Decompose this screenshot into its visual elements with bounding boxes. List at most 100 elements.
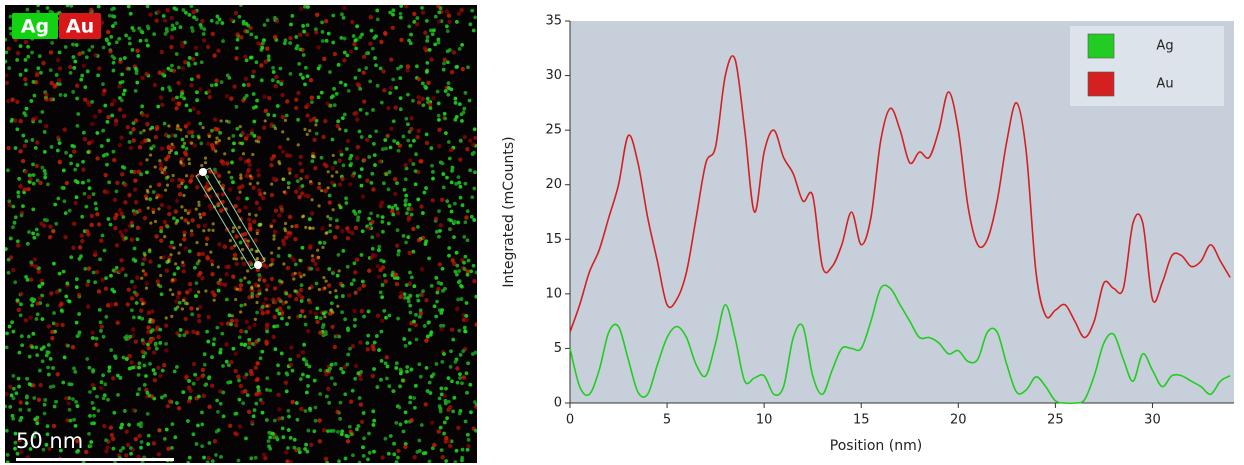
map-dot [165, 183, 170, 187]
map-dot [243, 54, 248, 59]
map-dot [166, 205, 172, 210]
map-dot [360, 32, 364, 37]
map-dot [321, 134, 326, 140]
map-dot [316, 248, 320, 252]
map-dot [184, 330, 189, 335]
map-dot [169, 15, 174, 21]
map-dot [92, 406, 96, 411]
map-dot [223, 152, 227, 156]
map-dot [414, 22, 420, 27]
map-dot [54, 73, 59, 77]
map-dot [186, 385, 192, 390]
map-dot [145, 24, 150, 29]
map-dot [326, 170, 330, 174]
map-dot [353, 38, 358, 43]
map-dot [388, 145, 393, 150]
map-dot [456, 425, 461, 431]
map-dot [314, 131, 319, 136]
map-dot [334, 289, 338, 293]
map-dot [232, 252, 238, 258]
map-dot [387, 170, 392, 174]
map-dot [395, 141, 400, 146]
y-tick-label: 15 [545, 232, 562, 247]
map-dot [326, 386, 331, 392]
map-dot [406, 215, 412, 220]
map-dot [304, 32, 310, 37]
map-dot [67, 299, 72, 304]
map-dot [164, 268, 170, 273]
map-dot [257, 284, 261, 288]
map-dot [442, 431, 446, 436]
map-dot [280, 280, 284, 284]
map-dot [397, 405, 402, 410]
map-dot [422, 190, 427, 195]
map-dot [357, 396, 362, 400]
map-dot [306, 5, 310, 9]
map-dot [120, 165, 125, 169]
map-dot [323, 332, 328, 337]
map-dot [273, 208, 279, 213]
map-dot [215, 398, 219, 403]
map-dot [170, 314, 174, 318]
map-dot [149, 221, 153, 225]
map-dot [125, 442, 131, 448]
map-dot [38, 180, 43, 186]
map-dot [255, 231, 259, 236]
map-dot [284, 291, 289, 296]
map-dot [139, 140, 145, 145]
map-dot [127, 423, 131, 427]
map-dot [256, 388, 261, 393]
map-dot [24, 68, 28, 73]
map-dot [186, 399, 192, 404]
map-dot [128, 11, 133, 16]
map-dot [110, 113, 115, 118]
map-dot [192, 15, 196, 20]
map-dot [63, 235, 68, 240]
map-dot [101, 153, 106, 158]
map-dot [220, 183, 226, 188]
y-tick-label: 20 [545, 177, 562, 192]
map-dot [8, 14, 13, 19]
map-dot [160, 86, 165, 91]
map-dot [85, 282, 90, 288]
map-dot [271, 334, 276, 340]
map-dot [172, 272, 177, 277]
map-dot [385, 133, 391, 138]
map-dot [98, 320, 103, 325]
map-dot [454, 20, 459, 24]
map-dot [396, 148, 401, 153]
map-dot [209, 259, 214, 264]
map-dot [227, 187, 233, 192]
map-dot [231, 274, 236, 279]
map-dot [122, 409, 127, 413]
map-dot [248, 182, 252, 186]
map-dot [35, 421, 40, 426]
map-dot [445, 199, 450, 204]
map-dot [286, 185, 291, 190]
map-dot [233, 244, 237, 248]
map-dot [436, 19, 442, 24]
map-dot [429, 57, 434, 62]
map-dot [146, 310, 152, 316]
map-dot [75, 96, 79, 101]
map-dot [231, 346, 236, 351]
map-dot [438, 409, 443, 414]
map-dot [388, 85, 394, 91]
map-dot [313, 261, 318, 267]
map-dot [29, 99, 34, 103]
map-dot [302, 342, 307, 347]
map-dot [132, 246, 137, 251]
map-dot [187, 379, 191, 383]
map-dot [210, 263, 214, 267]
map-dot [390, 209, 395, 214]
map-dot [362, 436, 366, 441]
map-dot [265, 309, 271, 315]
map-dot [305, 449, 310, 454]
map-dot [112, 98, 117, 104]
map-dot [442, 57, 447, 62]
map-dot [269, 276, 275, 282]
map-dot [111, 24, 115, 28]
map-dot [167, 211, 172, 217]
y-tick-label: 35 [545, 14, 562, 29]
map-dot [252, 408, 257, 413]
